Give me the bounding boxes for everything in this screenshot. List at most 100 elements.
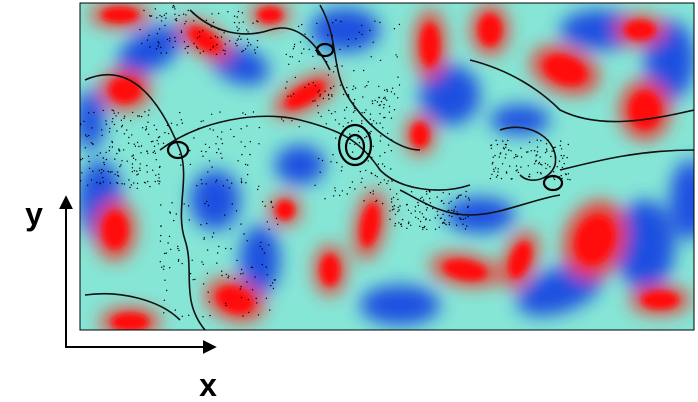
low-vorticity: [615, 200, 675, 290]
particle: [164, 24, 166, 27]
low-vorticity: [275, 145, 325, 185]
particle: [272, 287, 275, 290]
particle: [158, 183, 160, 185]
particle: [448, 209, 450, 212]
particle: [285, 53, 287, 56]
particle: [158, 166, 161, 169]
particle: [91, 143, 94, 145]
particle: [257, 314, 260, 316]
particle: [490, 147, 493, 149]
particle: [210, 26, 212, 28]
particle: [538, 161, 541, 164]
particle: [153, 145, 156, 147]
particle: [202, 283, 205, 285]
particle: [261, 248, 263, 250]
particle: [86, 135, 88, 138]
particle: [414, 210, 416, 212]
particle: [153, 150, 156, 152]
particle: [312, 36, 314, 38]
particle: [342, 125, 344, 128]
particle: [162, 142, 165, 144]
particle: [364, 137, 366, 139]
particle: [102, 170, 105, 172]
particle: [181, 315, 183, 317]
particle: [215, 181, 217, 183]
particle: [250, 44, 252, 46]
particle: [417, 201, 419, 204]
particle: [490, 144, 492, 147]
particle: [392, 196, 395, 199]
vorticity-core: [421, 24, 439, 66]
particle: [374, 20, 376, 22]
particle: [157, 45, 159, 47]
particle: [157, 143, 159, 145]
particle: [388, 105, 391, 108]
particle: [221, 157, 223, 159]
particle: [298, 60, 300, 62]
particle: [177, 247, 179, 250]
particle: [503, 148, 506, 150]
low-vorticity: [490, 105, 550, 135]
particle: [173, 219, 175, 222]
particle: [336, 64, 338, 66]
particle: [355, 38, 357, 40]
particle: [160, 234, 162, 237]
particle: [131, 171, 133, 173]
particle: [245, 182, 247, 184]
particle: [237, 160, 239, 162]
particle: [168, 40, 171, 42]
particle: [134, 145, 137, 147]
particle: [268, 228, 270, 230]
particle: [566, 156, 568, 159]
particle: [380, 135, 382, 137]
particle: [128, 179, 130, 181]
particle: [233, 15, 236, 17]
particle: [464, 228, 467, 230]
particle: [353, 70, 355, 72]
particle: [205, 151, 207, 153]
particle: [377, 163, 380, 165]
particle: [560, 174, 562, 177]
particle: [467, 215, 469, 218]
particle: [390, 139, 393, 141]
particle: [567, 173, 570, 175]
particle: [535, 155, 537, 157]
particle: [206, 222, 208, 225]
particle: [383, 116, 385, 119]
particle: [109, 171, 112, 173]
particle: [390, 201, 393, 203]
particle: [224, 43, 226, 45]
particle: [135, 159, 137, 161]
particle: [453, 210, 455, 213]
particle: [552, 167, 555, 169]
particle: [354, 110, 356, 112]
particle: [193, 20, 195, 22]
particle: [436, 210, 438, 213]
particle: [159, 180, 161, 183]
particle: [422, 226, 424, 229]
particle: [389, 188, 391, 191]
particle: [540, 172, 542, 174]
particle: [182, 13, 185, 15]
particle: [172, 156, 174, 159]
particle: [426, 228, 428, 231]
particle: [444, 219, 446, 221]
particle: [448, 223, 451, 226]
particle: [562, 157, 564, 159]
particle: [100, 172, 103, 174]
particle: [320, 115, 322, 118]
particle: [341, 65, 343, 67]
particle: [257, 188, 259, 191]
particle: [563, 162, 565, 165]
particle: [419, 220, 422, 223]
particle: [202, 120, 204, 122]
particle: [178, 153, 181, 156]
particle: [505, 146, 507, 148]
particle: [172, 4, 175, 7]
particle: [136, 141, 139, 144]
particle: [165, 12, 167, 15]
particle: [160, 20, 163, 22]
particle: [369, 118, 371, 120]
particle: [275, 217, 278, 220]
particle: [383, 103, 385, 106]
